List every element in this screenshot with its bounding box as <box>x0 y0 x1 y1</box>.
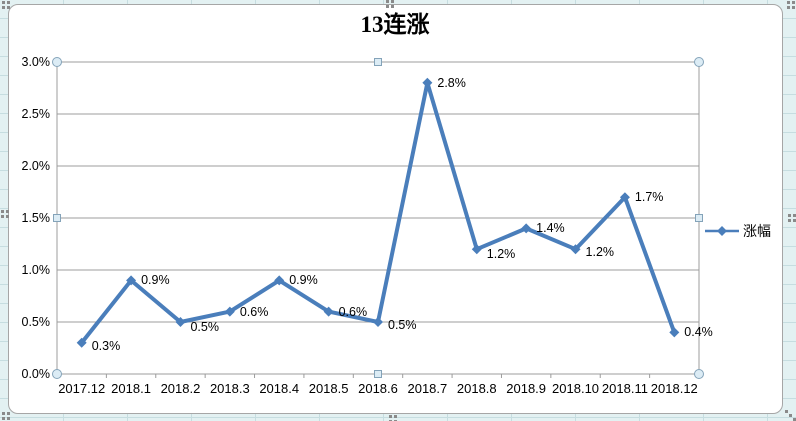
plot-area-handle-square[interactable] <box>53 214 61 222</box>
x-axis-label[interactable]: 2018.11 <box>601 381 648 396</box>
data-label[interactable]: 0.5% <box>388 318 417 332</box>
data-label[interactable]: 0.6% <box>239 304 269 319</box>
data-point-marker[interactable] <box>175 317 186 327</box>
legend-series-label: 涨幅 <box>743 223 771 239</box>
data-point-marker[interactable] <box>521 223 532 234</box>
data-point-marker[interactable] <box>669 327 680 338</box>
data-point-marker[interactable] <box>126 275 137 286</box>
plot-area-handle-square[interactable] <box>695 214 703 222</box>
chart-selection-handle[interactable] <box>788 214 791 217</box>
data-point-marker[interactable] <box>224 306 235 317</box>
data-point-marker[interactable] <box>373 317 383 327</box>
x-axis-label[interactable]: 2018.3 <box>209 381 250 396</box>
plot-area-handle-circle[interactable] <box>694 369 704 379</box>
chart-selection-handle[interactable] <box>785 410 788 413</box>
legend-line-marker-icon <box>705 226 739 236</box>
data-point-marker[interactable] <box>619 192 630 203</box>
x-axis-label[interactable]: 2018.1 <box>111 381 151 396</box>
chart-selection-handle[interactable] <box>787 1 790 4</box>
legend[interactable]: 涨幅 <box>704 223 771 239</box>
chart-title[interactable]: 13连涨 <box>360 12 430 37</box>
x-axis-label[interactable]: 2018.9 <box>506 381 547 396</box>
y-axis-label[interactable]: 0.5% <box>21 315 51 329</box>
plot-area-handle-square[interactable] <box>374 370 382 378</box>
y-axis-label[interactable]: 1.0% <box>21 263 51 277</box>
x-axis-label[interactable]: 2018.4 <box>259 381 300 396</box>
x-axis-label[interactable]: 2018.7 <box>407 381 448 396</box>
data-label[interactable]: 0.9% <box>141 273 170 288</box>
x-axis-label[interactable]: 2018.8 <box>456 381 497 396</box>
data-label[interactable]: 1.2% <box>486 247 516 262</box>
chart-selection-handle[interactable] <box>2 412 5 415</box>
x-axis-label[interactable]: 2017.12 <box>58 381 106 396</box>
data-point-marker[interactable] <box>76 337 87 348</box>
plot-area-handle-circle[interactable] <box>694 57 704 67</box>
data-point-marker[interactable] <box>422 77 433 88</box>
chart-selection-handle[interactable] <box>1 210 4 213</box>
x-axis-label[interactable]: 2018.12 <box>650 381 698 396</box>
data-label[interactable]: 0.6% <box>338 304 368 319</box>
y-axis-label[interactable]: 3.0% <box>21 55 51 69</box>
chart-selection-handle[interactable] <box>386 0 389 3</box>
data-label[interactable]: 0.3% <box>91 338 121 353</box>
data-label[interactable]: 1.4% <box>536 221 565 236</box>
plot-area-handle-square[interactable] <box>374 58 382 66</box>
chart-selection-handle[interactable] <box>389 415 392 418</box>
x-axis-label[interactable]: 2018.5 <box>308 381 349 396</box>
data-point-marker[interactable] <box>471 244 482 255</box>
y-axis-label[interactable]: 2.0% <box>21 159 51 173</box>
data-label[interactable]: 0.5% <box>190 320 219 334</box>
data-point-marker[interactable] <box>323 306 334 317</box>
chart-area[interactable] <box>8 4 783 414</box>
data-label[interactable]: 1.2% <box>585 245 615 260</box>
y-axis-label[interactable]: 2.5% <box>21 107 51 121</box>
y-axis-label[interactable]: 0.0% <box>21 367 51 381</box>
data-point-marker[interactable] <box>274 275 285 286</box>
data-label[interactable]: 0.4% <box>684 325 713 340</box>
x-axis-label[interactable]: 2018.2 <box>160 381 201 396</box>
series-line[interactable] <box>79 80 677 345</box>
x-axis-label[interactable]: 2018.6 <box>358 381 398 396</box>
chart-selection-handle[interactable] <box>2 1 5 4</box>
plot-area-handle-circle[interactable] <box>52 57 62 67</box>
data-label[interactable]: 2.8% <box>437 75 466 90</box>
data-label[interactable]: 0.9% <box>289 273 318 288</box>
y-axis-label[interactable]: 1.5% <box>21 211 51 225</box>
data-label[interactable]: 1.7% <box>634 190 664 205</box>
data-point-marker[interactable] <box>570 244 581 255</box>
x-axis-label[interactable]: 2018.10 <box>552 381 600 396</box>
plot-area-handle-circle[interactable] <box>52 369 62 379</box>
